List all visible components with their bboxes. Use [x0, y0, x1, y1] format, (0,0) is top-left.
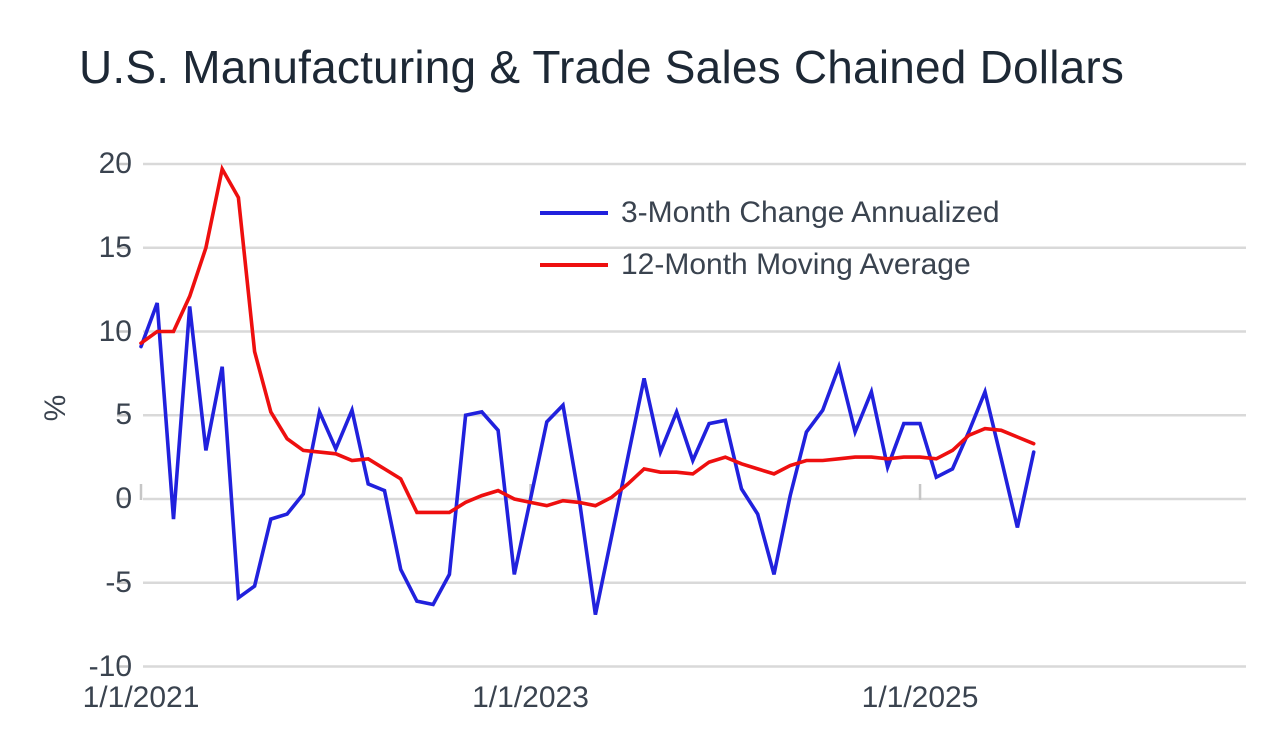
legend-line-sample-red [540, 262, 608, 267]
legend-label-12-month-average: 12-Month Moving Average [621, 247, 971, 281]
y-tick-label: 0 [115, 482, 132, 515]
y-tick-labels: 20 15 10 5 0 -5 -10 [0, 0, 140, 755]
y-tick-label: 15 [98, 230, 132, 264]
x-tick-label: 1/1/2021 [82, 681, 200, 714]
y-axis-label: % [39, 394, 72, 422]
y-tick-label: -5 [105, 565, 132, 599]
legend-item-12-month-average: 12-Month Moving Average [540, 248, 1000, 281]
y-tick-label: 20 [98, 147, 132, 180]
series-line-blue [139, 302, 1036, 615]
series-line-red [139, 163, 1036, 515]
legend-label-3-month-change: 3-Month Change Annualized [621, 195, 1000, 229]
legend: 3-Month Change Annualized 12-Month Movin… [540, 196, 1000, 300]
y-tick-label: 5 [115, 398, 132, 432]
legend-item-3-month-change: 3-Month Change Annualized [540, 196, 1000, 229]
legend-line-sample-blue [540, 210, 608, 215]
y-tick-label: -10 [88, 649, 132, 683]
y-tick-label: 10 [98, 314, 132, 348]
x-tick-label: 1/1/2023 [472, 681, 589, 714]
chart-title: U.S. Manufacturing & Trade Sales Chained… [79, 41, 1125, 93]
x-tick-labels: 1/1/2021 1/1/2023 1/1/2025 [0, 681, 1280, 721]
x-tick-label: 1/1/2025 [861, 681, 979, 714]
